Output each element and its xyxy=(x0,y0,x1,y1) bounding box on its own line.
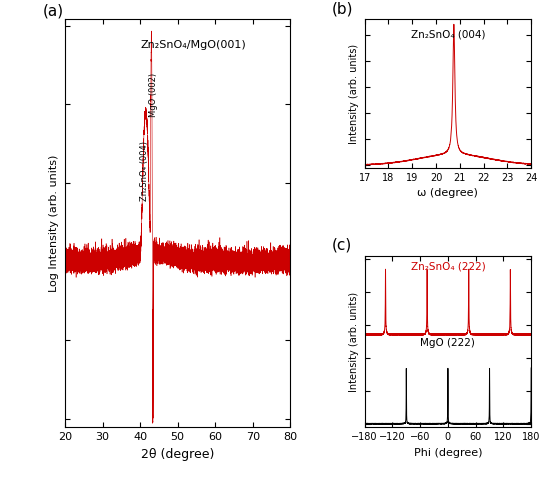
X-axis label: Phi (degree): Phi (degree) xyxy=(414,448,482,457)
Text: Zn₂SnO₄ (004): Zn₂SnO₄ (004) xyxy=(140,142,149,202)
Text: MgO (222): MgO (222) xyxy=(421,338,475,348)
X-axis label: 2θ (degree): 2θ (degree) xyxy=(141,448,214,461)
Text: Zn₂SnO₄ (004): Zn₂SnO₄ (004) xyxy=(411,30,485,40)
Y-axis label: Intensity (arb. units): Intensity (arb. units) xyxy=(349,44,359,144)
X-axis label: ω (degree): ω (degree) xyxy=(417,189,479,198)
Y-axis label: Log Intensity (arb. units): Log Intensity (arb. units) xyxy=(49,155,60,292)
Text: (c): (c) xyxy=(331,237,352,252)
Text: (b): (b) xyxy=(331,1,353,16)
Y-axis label: Intensity (arb. units): Intensity (arb. units) xyxy=(349,291,359,392)
Text: Zn₂SnO₄/MgO(001): Zn₂SnO₄/MgO(001) xyxy=(140,40,246,49)
Text: Zn₂SnO₄ (222): Zn₂SnO₄ (222) xyxy=(410,261,485,271)
Text: MgO (002): MgO (002) xyxy=(149,73,158,118)
Text: (a): (a) xyxy=(42,3,63,18)
